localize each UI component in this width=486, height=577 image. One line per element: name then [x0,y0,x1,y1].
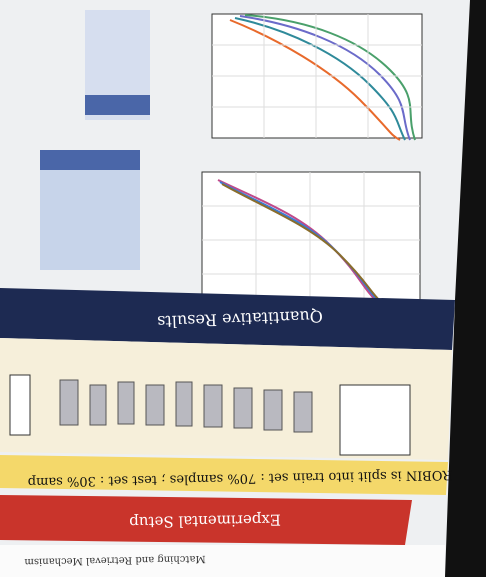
section-title: Experimental Setup [129,511,281,532]
section-band [0,495,412,545]
cnn-layers [59,379,313,433]
output-layer [9,374,31,436]
section-title: Matching and Retrieval Mechanism [24,553,206,567]
chart-grid [202,172,420,308]
table [40,10,150,270]
diagram-area [0,338,452,460]
chart-lines [229,14,416,141]
chart-lines [217,179,385,306]
setup-band [0,455,448,495]
bottom-panel [0,545,445,577]
chart-grid [212,14,422,138]
setup-text: ROBIN is split into train set : 70% samp… [28,467,453,489]
floor-plan [339,384,411,456]
section-band [0,288,455,350]
